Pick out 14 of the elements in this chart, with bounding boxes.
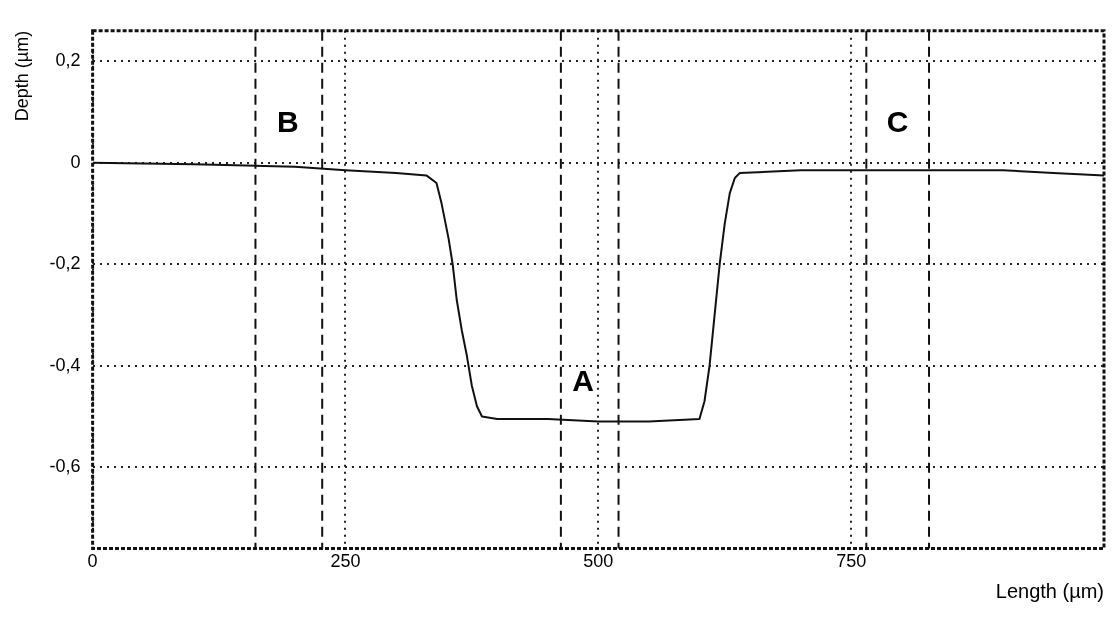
annotation: A [572,364,594,398]
annotation: C [886,105,909,139]
x-tick-label: 500 [583,551,614,572]
y-tick-label: -0,4 [49,354,81,375]
y-tick-label: 0 [70,151,81,172]
x-tick-label: 0 [87,551,98,572]
y-tick-label: -0,2 [49,253,81,274]
y-tick-label: -0,6 [49,456,81,477]
x-tick-label: 250 [330,551,361,572]
annotation: B [276,105,299,139]
x-axis-title: Length (µm) [995,579,1104,602]
y-tick-label: 0,2 [55,50,81,71]
y-axis-title: Depth (µm) [11,30,32,122]
x-tick-label: 750 [836,551,867,572]
